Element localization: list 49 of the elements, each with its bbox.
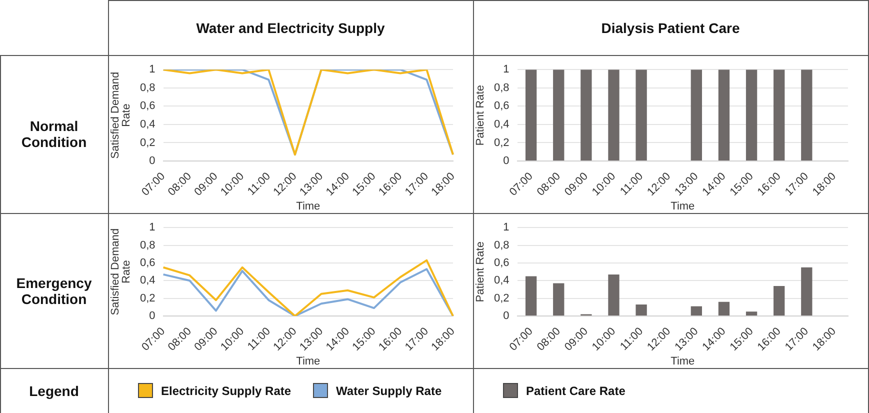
y-tick-label: 0 — [149, 310, 156, 322]
y-tick-label: 0,8 — [140, 239, 156, 252]
chart-title: Dialysis Patient Care — [600, 18, 741, 38]
legend-label: Water Supply Rate — [336, 384, 442, 398]
y-tick-label: 1 — [503, 64, 510, 76]
y-tick-label: 0,6 — [494, 100, 510, 112]
x-axis-title: Time — [670, 355, 695, 368]
y-axis-title: Patient Rate — [474, 85, 487, 146]
y-axis-title: Patient Rate — [474, 242, 487, 302]
legend-title: Legend — [28, 382, 80, 401]
y-tick-label: 0,6 — [494, 256, 510, 269]
bar — [774, 286, 785, 316]
y-tick-label: 0,8 — [140, 82, 156, 94]
y-tick-label: 0,6 — [140, 256, 156, 269]
y-axis-title: Satisfied Demand Rate — [110, 228, 133, 316]
y-tick-label: 0 — [503, 155, 510, 168]
x-axis-title: Time — [296, 355, 320, 368]
text: Emergency Condition — [15, 274, 93, 308]
x-axis-title: Time — [296, 200, 320, 212]
y-tick-label: 1 — [149, 64, 156, 76]
x-axis-title: Time — [670, 200, 695, 212]
y-tick-label: 0,8 — [494, 239, 510, 252]
bar — [718, 302, 730, 316]
y-tick-label: 0,4 — [494, 274, 510, 287]
y-axis-title: Satisfied Demand Rate — [110, 72, 133, 159]
bar — [608, 274, 620, 316]
y-tick-label: 0,2 — [494, 292, 510, 304]
y-tick-label: 0,2 — [140, 136, 156, 149]
bar — [636, 304, 647, 316]
text: Normal Condition — [20, 117, 88, 152]
bar — [801, 267, 812, 316]
y-tick-label: 0 — [149, 155, 156, 168]
legend-label: Patient Care Rate — [526, 384, 626, 398]
y-tick-label: 0,4 — [140, 274, 156, 287]
y-tick-label: 0,4 — [494, 118, 510, 130]
bar — [746, 312, 758, 316]
chart-title: Water and Electricity Supply — [195, 18, 386, 38]
y-tick-label: 0,2 — [494, 136, 510, 149]
legend-label: Electricity Supply Rate — [161, 384, 292, 398]
y-tick-label: 1 — [149, 222, 156, 234]
bar — [690, 306, 702, 316]
y-tick-label: 0,6 — [140, 100, 156, 112]
y-tick-label: 0,8 — [494, 82, 510, 94]
bar — [553, 283, 564, 316]
y-tick-label: 0 — [503, 310, 510, 322]
y-tick-label: 0,4 — [140, 118, 156, 130]
y-tick-label: 1 — [503, 222, 510, 234]
y-tick-label: 0,2 — [140, 292, 156, 304]
bar — [525, 276, 537, 316]
